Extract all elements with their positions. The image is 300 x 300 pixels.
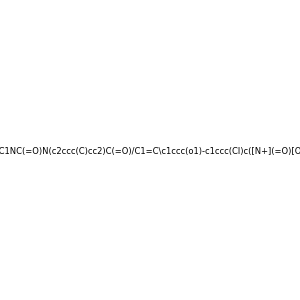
Text: O=C1NC(=O)N(c2ccc(C)cc2)C(=O)/C1=C\c1ccc(o1)-c1ccc(Cl)c([N+](=O)[O-])c1: O=C1NC(=O)N(c2ccc(C)cc2)C(=O)/C1=C\c1ccc… bbox=[0, 147, 300, 156]
